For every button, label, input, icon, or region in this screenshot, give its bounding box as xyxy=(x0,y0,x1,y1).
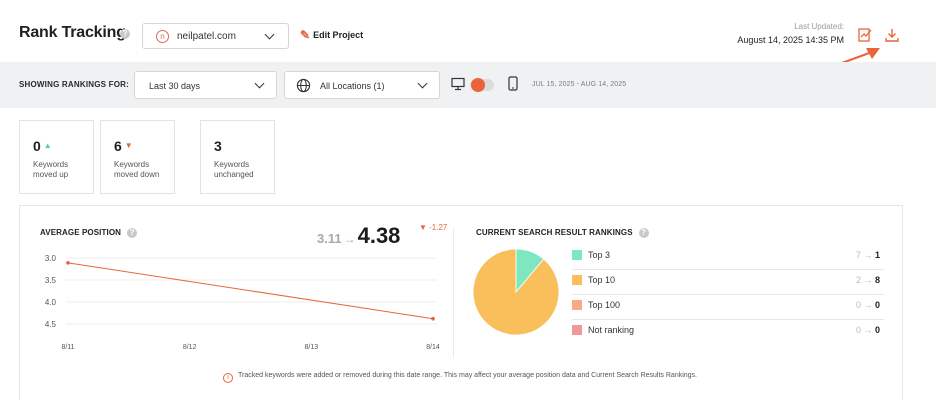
date-range-select[interactable]: Last 30 days xyxy=(134,71,277,99)
edit-project-label: Edit Project xyxy=(313,30,364,40)
legend-from: 0 xyxy=(855,325,861,335)
legend-swatch xyxy=(572,325,582,335)
stat-value: 0 ▲ xyxy=(33,138,52,154)
legend-to: 1 xyxy=(874,250,880,260)
average-position-to: 4.38 xyxy=(357,223,401,248)
average-position-summary: 3.11 →4.38 ▼ -1.27 xyxy=(317,223,447,249)
x-tick-label: 8/14 xyxy=(426,344,440,351)
y-tick-label: 4.5 xyxy=(45,320,57,329)
up-triangle-icon: ▲ xyxy=(43,141,52,150)
legend-label: Top 100 xyxy=(588,300,621,310)
chevron-down-icon xyxy=(417,78,428,89)
stat-card-unchanged: 3 Keywords unchanged xyxy=(200,120,275,194)
stat-card-moved-down: 6 ▼ Keywords moved down xyxy=(100,120,175,194)
average-position-line-chart: 3.0 3.5 4.0 4.5 8/11 8/12 8/13 8/14 xyxy=(45,254,440,351)
average-position-title: AVERAGE POSITION? xyxy=(40,228,138,238)
tracking-notice: i Tracked keywords were added or removed … xyxy=(223,372,697,383)
date-range-value: Last 30 days xyxy=(149,81,201,91)
tracking-notice-text: Tracked keywords were added or removed d… xyxy=(238,372,698,379)
legend-swatch xyxy=(572,300,582,310)
legend-from: 7 xyxy=(855,250,861,260)
average-position-delta: ▼ -1.27 xyxy=(419,223,448,232)
legend-from: 2 xyxy=(855,275,861,285)
legend-values: 0 → 0 xyxy=(855,325,880,335)
download-icon[interactable] xyxy=(884,27,900,43)
legend-row-top-10: Top 10 2 → 8 xyxy=(572,270,884,295)
legend-row-top-100: Top 100 0 → 0 xyxy=(572,295,884,320)
rankings-pie-chart xyxy=(472,248,560,336)
project-select[interactable]: n neilpatel.com xyxy=(142,23,289,49)
data-point[interactable] xyxy=(431,316,435,321)
chevron-down-icon xyxy=(264,29,275,40)
average-position-title-text: AVERAGE POSITION xyxy=(40,228,122,237)
last-updated-value: August 14, 2025 14:35 PM xyxy=(737,35,844,45)
average-position-from: 3.11 xyxy=(317,231,342,246)
showing-rankings-label: SHOWING RANKINGS FOR: xyxy=(19,80,129,89)
current-search-rankings-title: CURRENT SEARCH RESULT RANKINGS? xyxy=(476,228,649,238)
legend-values: 7 → 1 xyxy=(855,250,880,260)
current-search-rankings-title-text: CURRENT SEARCH RESULT RANKINGS xyxy=(476,228,633,237)
rankings-legend: Top 3 7 → 1 Top 10 2 → 8 Top 100 0 → 0 N… xyxy=(572,245,884,345)
legend-row-not-ranking: Not ranking 0 → 0 xyxy=(572,320,884,345)
edit-project-button[interactable]: ✎ Edit Project xyxy=(300,28,363,42)
filter-bar: SHOWING RANKINGS FOR: Last 30 days All L… xyxy=(0,62,936,108)
x-tick-label: 8/13 xyxy=(305,344,319,351)
stat-label: Keywords moved down xyxy=(114,160,160,179)
legend-values: 2 → 8 xyxy=(855,275,880,285)
mobile-icon[interactable] xyxy=(508,76,518,91)
arrow-right-icon: → xyxy=(343,232,356,246)
stat-label: Keywords unchanged xyxy=(214,160,254,179)
page-title: Rank Tracking ? xyxy=(19,24,130,42)
device-toggle-knob xyxy=(471,78,485,92)
legend-from: 0 xyxy=(855,300,861,310)
legend-to: 0 xyxy=(874,300,880,310)
globe-icon xyxy=(296,78,311,93)
stat-value: 3 xyxy=(214,138,222,154)
location-value: All Locations (1) xyxy=(320,81,385,91)
x-tick-label: 8/12 xyxy=(183,344,197,351)
legend-swatch xyxy=(572,250,582,260)
down-triangle-icon: ▼ xyxy=(124,141,133,150)
legend-values: 0 → 0 xyxy=(855,300,880,310)
date-range-text: JUL 15, 2025 - AUG 14, 2025 xyxy=(532,81,627,88)
data-point[interactable] xyxy=(66,261,70,265)
stat-card-moved-up: 0 ▲ Keywords moved up xyxy=(19,120,94,194)
legend-label: Top 3 xyxy=(588,250,611,260)
pie-slice-top-10[interactable] xyxy=(472,248,560,336)
stat-number: 3 xyxy=(214,138,222,154)
series-line xyxy=(67,262,434,320)
help-icon[interactable]: ? xyxy=(120,29,130,39)
y-tick-label: 3.5 xyxy=(45,276,57,285)
location-select[interactable]: All Locations (1) xyxy=(284,71,440,99)
stat-value: 6 ▼ xyxy=(114,138,133,154)
help-icon[interactable]: ? xyxy=(127,228,138,238)
project-logo-icon: n xyxy=(156,30,169,43)
page-title-text: Rank Tracking xyxy=(19,24,126,41)
pencil-icon: ✎ xyxy=(300,28,311,42)
stat-number: 6 xyxy=(114,138,122,154)
info-icon: i xyxy=(223,373,233,383)
y-tick-label: 3.0 xyxy=(45,254,57,263)
legend-to: 8 xyxy=(874,275,880,285)
chevron-down-icon xyxy=(254,78,265,89)
help-icon[interactable]: ? xyxy=(638,228,649,238)
stat-label: Keywords moved up xyxy=(33,160,69,179)
device-toggle[interactable] xyxy=(470,78,494,92)
legend-to: 0 xyxy=(874,325,880,335)
last-updated-label: Last Updated: xyxy=(794,22,844,31)
legend-label: Top 10 xyxy=(588,275,616,285)
rankings-panel: AVERAGE POSITION? 3.11 →4.38 ▼ -1.27 3.0 3… xyxy=(19,205,903,400)
x-tick-label: 8/11 xyxy=(61,344,74,351)
desktop-icon[interactable] xyxy=(451,77,465,91)
legend-row-top-3: Top 3 7 → 1 xyxy=(572,245,884,270)
legend-swatch xyxy=(572,275,582,285)
stat-number: 0 xyxy=(33,138,41,154)
report-icon[interactable] xyxy=(857,27,873,43)
divider xyxy=(453,228,454,358)
project-select-value: neilpatel.com xyxy=(177,31,236,42)
last-updated: Last Updated: August 14, 2025 14:35 PM xyxy=(737,22,844,45)
header: Rank Tracking ? n neilpatel.com ✎ Edit Pr… xyxy=(0,0,936,62)
y-tick-label: 4.0 xyxy=(45,298,57,307)
legend-label: Not ranking xyxy=(588,325,635,335)
